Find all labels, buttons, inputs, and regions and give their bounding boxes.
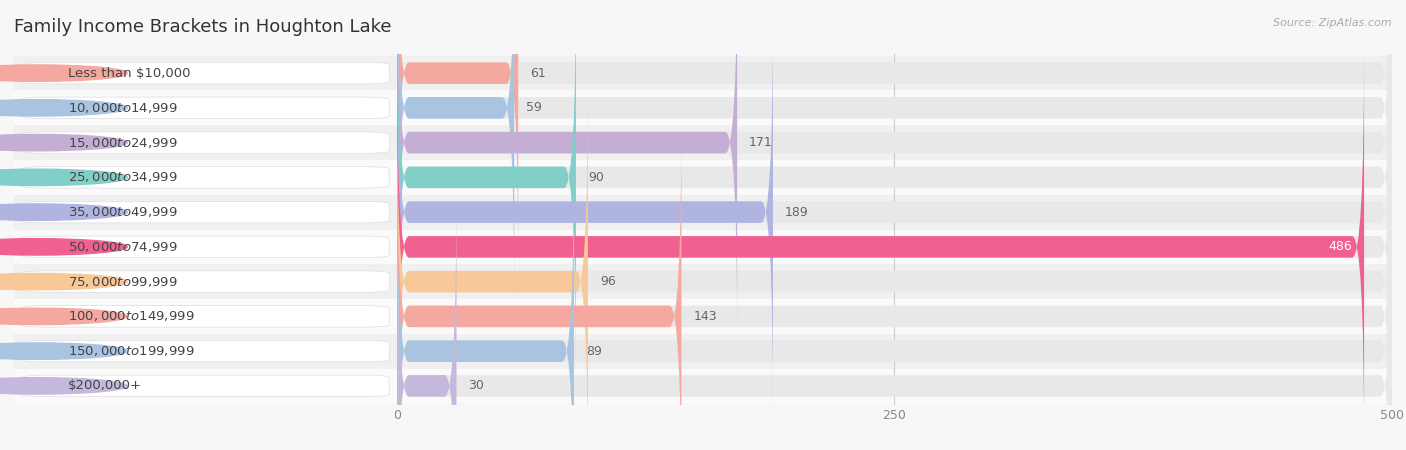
Bar [396, 195, 1392, 230]
FancyBboxPatch shape [396, 84, 588, 450]
FancyBboxPatch shape [396, 0, 737, 340]
FancyBboxPatch shape [21, 132, 389, 153]
Text: $25,000 to $34,999: $25,000 to $34,999 [67, 171, 177, 184]
Text: 96: 96 [600, 275, 616, 288]
Circle shape [0, 238, 127, 255]
FancyBboxPatch shape [21, 375, 389, 396]
FancyBboxPatch shape [396, 0, 519, 271]
Bar [396, 160, 1392, 195]
Circle shape [0, 135, 127, 151]
Text: $35,000 to $49,999: $35,000 to $49,999 [67, 205, 177, 219]
FancyBboxPatch shape [396, 0, 515, 306]
Bar [396, 334, 1392, 369]
FancyBboxPatch shape [21, 236, 389, 258]
Bar [14, 264, 396, 299]
Bar [396, 125, 1392, 160]
Bar [396, 369, 1392, 403]
Text: Source: ZipAtlas.com: Source: ZipAtlas.com [1274, 18, 1392, 28]
Text: $200,000+: $200,000+ [67, 379, 142, 392]
Text: Less than $10,000: Less than $10,000 [67, 67, 190, 80]
Circle shape [0, 274, 127, 290]
Text: $150,000 to $199,999: $150,000 to $199,999 [67, 344, 194, 358]
Bar [14, 90, 396, 125]
Text: $100,000 to $149,999: $100,000 to $149,999 [67, 310, 194, 324]
Circle shape [0, 169, 127, 185]
Text: 90: 90 [588, 171, 603, 184]
Text: 143: 143 [693, 310, 717, 323]
Bar [396, 90, 1392, 125]
FancyBboxPatch shape [21, 63, 389, 84]
FancyBboxPatch shape [396, 84, 1392, 450]
FancyBboxPatch shape [396, 0, 1392, 306]
Text: $10,000 to $14,999: $10,000 to $14,999 [67, 101, 177, 115]
Text: $50,000 to $74,999: $50,000 to $74,999 [67, 240, 177, 254]
Text: $15,000 to $24,999: $15,000 to $24,999 [67, 135, 177, 149]
Text: 59: 59 [526, 101, 543, 114]
Bar [14, 125, 396, 160]
FancyBboxPatch shape [396, 153, 574, 450]
FancyBboxPatch shape [21, 306, 389, 327]
FancyBboxPatch shape [21, 271, 389, 292]
FancyBboxPatch shape [396, 49, 1392, 445]
FancyBboxPatch shape [396, 14, 773, 410]
Bar [14, 230, 396, 264]
FancyBboxPatch shape [396, 49, 1364, 445]
Bar [14, 160, 396, 195]
Bar [396, 56, 1392, 90]
FancyBboxPatch shape [396, 119, 1392, 450]
FancyBboxPatch shape [396, 119, 682, 450]
Text: 61: 61 [530, 67, 546, 80]
Text: 171: 171 [749, 136, 773, 149]
Text: Family Income Brackets in Houghton Lake: Family Income Brackets in Houghton Lake [14, 18, 391, 36]
Text: 189: 189 [785, 206, 808, 219]
FancyBboxPatch shape [396, 188, 457, 450]
FancyBboxPatch shape [396, 0, 1392, 375]
FancyBboxPatch shape [396, 0, 576, 375]
Text: 89: 89 [586, 345, 602, 358]
FancyBboxPatch shape [21, 97, 389, 119]
Text: 30: 30 [468, 379, 484, 392]
Bar [14, 195, 396, 230]
Text: $75,000 to $99,999: $75,000 to $99,999 [67, 274, 177, 288]
Text: 486: 486 [1329, 240, 1353, 253]
Bar [14, 369, 396, 403]
Circle shape [0, 204, 127, 220]
FancyBboxPatch shape [396, 153, 1392, 450]
Circle shape [0, 378, 127, 394]
Bar [14, 334, 396, 369]
FancyBboxPatch shape [396, 0, 1392, 271]
Circle shape [0, 100, 127, 116]
Bar [396, 230, 1392, 264]
Circle shape [0, 65, 127, 81]
FancyBboxPatch shape [396, 14, 1392, 410]
FancyBboxPatch shape [21, 166, 389, 188]
Bar [396, 299, 1392, 334]
Bar [14, 299, 396, 334]
Circle shape [0, 343, 127, 359]
Bar [396, 264, 1392, 299]
FancyBboxPatch shape [396, 0, 1392, 340]
Bar [14, 56, 396, 90]
FancyBboxPatch shape [396, 188, 1392, 450]
FancyBboxPatch shape [21, 201, 389, 223]
FancyBboxPatch shape [21, 340, 389, 362]
Circle shape [0, 308, 127, 324]
